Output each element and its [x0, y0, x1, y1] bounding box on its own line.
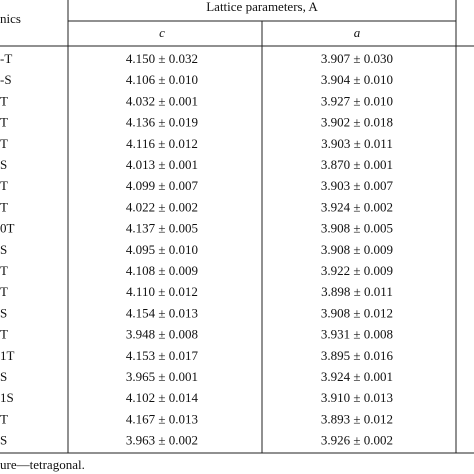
- row-label: 1T: [0, 348, 15, 363]
- cell: 3.903 ± 0.007: [321, 178, 394, 193]
- stub-header: nics: [0, 11, 21, 26]
- row-label: T: [0, 284, 8, 299]
- column-header: c: [159, 25, 165, 40]
- row-label: T: [0, 199, 8, 214]
- row-label: T: [0, 178, 8, 193]
- cell: 4.032 ± 0.001: [126, 93, 198, 108]
- row-label: S: [0, 242, 7, 257]
- cell: 4.013 ± 0.001: [126, 157, 198, 172]
- cell: 3.898 ± 0.011: [321, 284, 393, 299]
- row-label: 1S: [0, 390, 14, 405]
- cell: 3.908 ± 0.005: [321, 221, 393, 236]
- cell: 4.153 ± 0.017: [126, 348, 199, 363]
- row-label: S: [0, 157, 7, 172]
- row-label: T: [0, 411, 8, 426]
- cell: 3.922 ± 0.009: [321, 263, 393, 278]
- row-label: T: [0, 263, 8, 278]
- cell: 4.095 ± 0.010: [126, 242, 198, 257]
- cell: 3.924 ± 0.002: [321, 199, 393, 214]
- cell: 3.908 ± 0.009: [321, 242, 393, 257]
- row-label: T: [0, 136, 8, 151]
- cell: 3.926 ± 0.002: [321, 433, 393, 448]
- cell: 3.931 ± 0.008: [321, 327, 393, 342]
- footnote: ure—tetragonal.: [0, 457, 85, 472]
- cell: 3.908 ± 0.012: [321, 305, 393, 320]
- cell: 3.948 ± 0.008: [126, 327, 198, 342]
- cell: 4.108 ± 0.009: [126, 263, 198, 278]
- cell: 3.903 ± 0.011: [321, 136, 393, 151]
- cell: 4.106 ± 0.010: [126, 72, 198, 87]
- group-header: Lattice parameters, A: [206, 0, 318, 14]
- row-label: T: [0, 327, 8, 342]
- row-label: T: [0, 93, 8, 108]
- cell: 4.022 ± 0.002: [126, 199, 198, 214]
- cell: 4.150 ± 0.032: [126, 51, 198, 66]
- cell: 4.137 ± 0.005: [126, 221, 198, 236]
- row-label: -S: [0, 72, 12, 87]
- cell: 4.136 ± 0.019: [126, 115, 198, 130]
- cell: 3.907 ± 0.030: [321, 51, 393, 66]
- cell: 3.927 ± 0.010: [321, 93, 393, 108]
- row-label: -T: [0, 51, 12, 66]
- cell: 4.116 ± 0.012: [126, 136, 198, 151]
- cell: 4.154 ± 0.013: [126, 305, 198, 320]
- cell: 3.902 ± 0.018: [321, 115, 393, 130]
- row-label: S: [0, 433, 7, 448]
- cell: 3.924 ± 0.001: [321, 369, 393, 384]
- cell: 3.870 ± 0.001: [321, 157, 393, 172]
- row-label: 0T: [0, 221, 15, 236]
- row-label: S: [0, 369, 7, 384]
- row-label: S: [0, 305, 7, 320]
- cell: 4.099 ± 0.007: [126, 178, 199, 193]
- cell: 4.102 ± 0.014: [126, 390, 199, 405]
- column-header: a: [354, 25, 361, 40]
- cell: 3.904 ± 0.010: [321, 72, 393, 87]
- cell: 3.963 ± 0.002: [126, 433, 198, 448]
- row-label: T: [0, 115, 8, 130]
- cell: 3.965 ± 0.001: [126, 369, 198, 384]
- cell: 3.893 ± 0.012: [321, 411, 393, 426]
- cell: 4.110 ± 0.012: [126, 284, 198, 299]
- cell: 3.895 ± 0.016: [321, 348, 394, 363]
- cell: 3.910 ± 0.013: [321, 390, 393, 405]
- cell: 4.167 ± 0.013: [126, 411, 198, 426]
